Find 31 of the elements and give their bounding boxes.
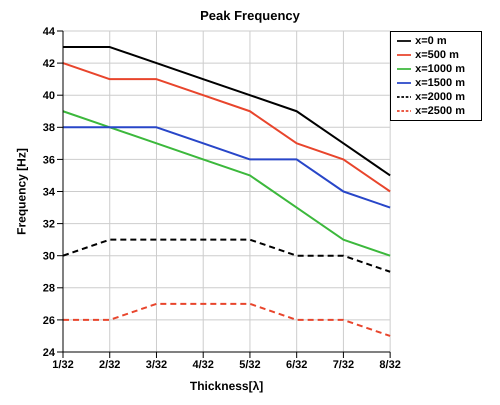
x-tick-label: 6/32 bbox=[286, 358, 308, 371]
x-tick-label: 3/32 bbox=[146, 358, 168, 371]
legend-label: x=500 m bbox=[415, 48, 459, 61]
legend-label: x=0 m bbox=[415, 34, 447, 47]
legend-label: x=1000 m bbox=[415, 62, 465, 75]
x-tick-label: 7/32 bbox=[332, 358, 354, 371]
x-tick-label: 2/32 bbox=[99, 358, 120, 371]
y-tick-label: 34 bbox=[42, 186, 56, 198]
y-tick-label: 40 bbox=[42, 90, 55, 102]
x-tick-label: 5/32 bbox=[239, 358, 261, 371]
y-tick-label: 44 bbox=[42, 26, 56, 38]
y-tick-label: 38 bbox=[42, 122, 55, 134]
x-axis-title: Thickness[λ] bbox=[190, 379, 264, 393]
legend-label: x=2000 m bbox=[415, 90, 465, 103]
line-series bbox=[62, 110, 392, 257]
line-series bbox=[62, 62, 392, 192]
x-tick-label: 4/32 bbox=[192, 358, 214, 371]
chart-title: Peak Frequency bbox=[199, 8, 301, 25]
y-tick-label: 24 bbox=[42, 346, 56, 359]
legend-label: x=1500 m bbox=[415, 76, 465, 89]
x-tick-label: 1/32 bbox=[52, 358, 74, 371]
legend-label: x=2500 m bbox=[415, 104, 465, 117]
y-tick-label: 42 bbox=[42, 58, 55, 70]
y-tick-label: 28 bbox=[42, 282, 55, 295]
y-tick-label: 26 bbox=[42, 314, 55, 327]
y-tick-label: 32 bbox=[42, 218, 55, 231]
y-axis-title: Frequency [Hz] bbox=[14, 148, 28, 235]
x-tick-label: 8/32 bbox=[379, 358, 401, 371]
y-tick-label: 30 bbox=[42, 250, 55, 263]
line-series bbox=[62, 126, 392, 209]
y-tick-label: 36 bbox=[42, 154, 55, 166]
